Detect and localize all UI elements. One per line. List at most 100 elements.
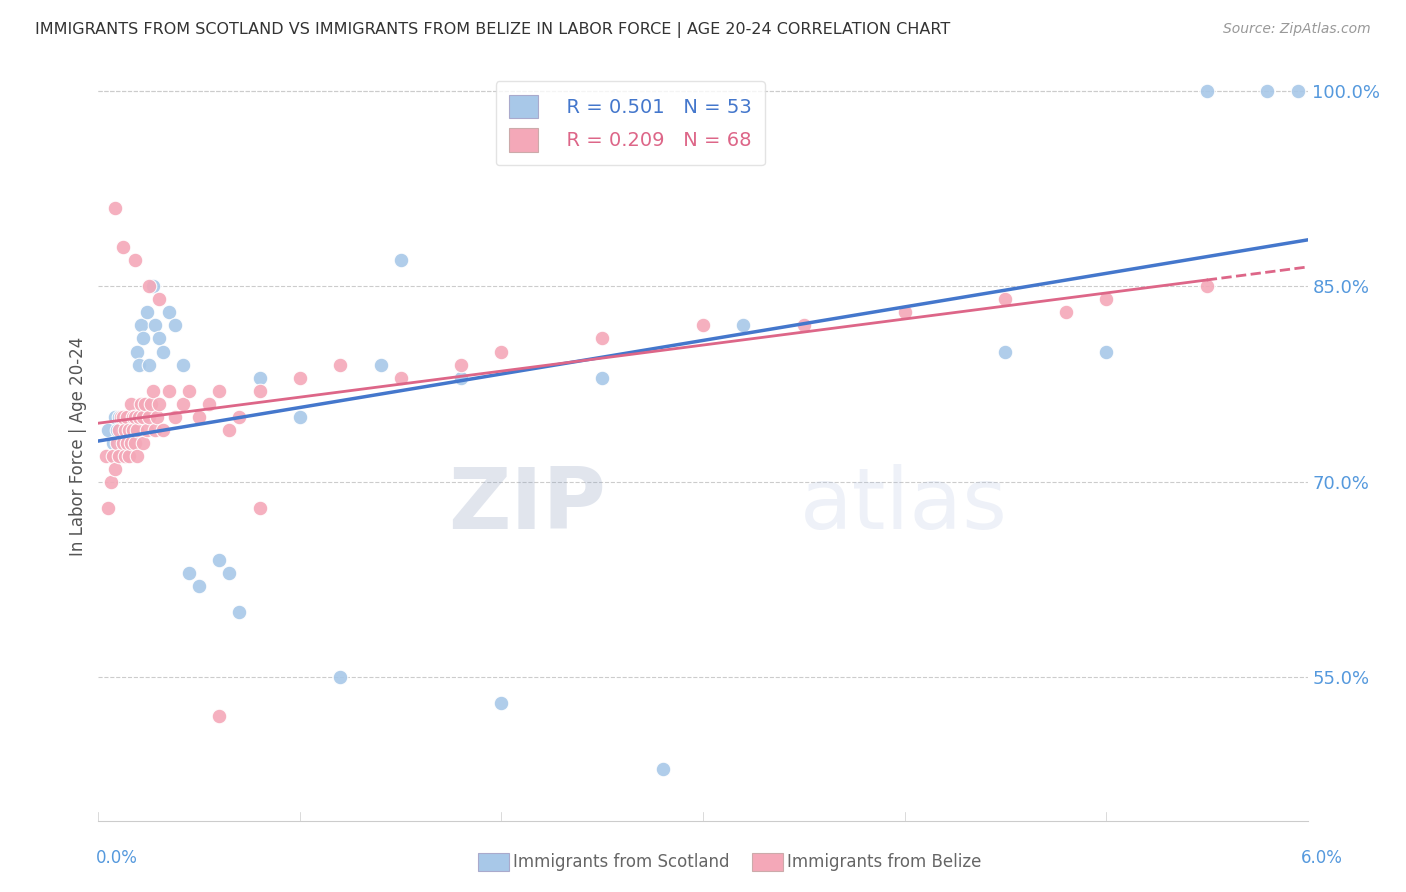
Point [138, 279, 160, 293]
Point [132, 435, 155, 450]
Point [120, 397, 142, 411]
Point [651, 762, 673, 776]
Point [179, 566, 201, 580]
Point [591, 331, 613, 345]
Point [152, 423, 174, 437]
Point [450, 358, 472, 372]
Point [152, 344, 174, 359]
Point [591, 370, 613, 384]
Point [198, 397, 221, 411]
Point [111, 240, 134, 254]
Point [1286, 84, 1309, 98]
Point [110, 435, 132, 450]
Point [111, 449, 134, 463]
Point [329, 358, 352, 372]
Point [124, 409, 146, 424]
Point [132, 409, 155, 424]
Point [172, 397, 194, 411]
Point [118, 423, 141, 437]
Point [146, 409, 169, 424]
Point [188, 579, 211, 593]
Point [157, 384, 180, 398]
Point [135, 423, 157, 437]
Point [115, 409, 138, 424]
Point [179, 384, 201, 398]
Point [491, 344, 513, 359]
Point [114, 423, 136, 437]
Point [1195, 279, 1218, 293]
Point [142, 384, 165, 398]
Text: IMMIGRANTS FROM SCOTLAND VS IMMIGRANTS FROM BELIZE IN LABOR FORCE | AGE 20-24 CO: IMMIGRANTS FROM SCOTLAND VS IMMIGRANTS F… [35, 22, 950, 38]
Point [111, 423, 134, 437]
Point [288, 370, 311, 384]
Point [142, 279, 165, 293]
Point [134, 397, 156, 411]
Text: Immigrants from Belize: Immigrants from Belize [787, 853, 981, 871]
Text: Source: ZipAtlas.com: Source: ZipAtlas.com [1223, 22, 1371, 37]
Point [124, 423, 146, 437]
Point [128, 358, 150, 372]
Point [129, 397, 152, 411]
Point [1095, 293, 1118, 307]
Point [249, 384, 271, 398]
Point [107, 409, 129, 424]
Point [101, 449, 124, 463]
Point [163, 409, 186, 424]
Point [148, 397, 170, 411]
Point [208, 553, 231, 567]
Point [491, 697, 513, 711]
Point [110, 409, 132, 424]
Point [97, 500, 120, 515]
Point [1256, 84, 1278, 98]
Point [101, 435, 124, 450]
Legend:   R = 0.501   N = 53,   R = 0.209   N = 68: R = 0.501 N = 53, R = 0.209 N = 68 [495, 81, 765, 166]
Point [135, 305, 157, 319]
Point [370, 358, 392, 372]
Point [148, 293, 170, 307]
Point [115, 435, 138, 450]
Point [121, 423, 143, 437]
Point [218, 423, 240, 437]
Point [124, 435, 146, 450]
Point [157, 305, 180, 319]
Point [114, 435, 136, 450]
Point [138, 409, 160, 424]
Point [97, 423, 120, 437]
Point [148, 331, 170, 345]
Point [389, 253, 412, 268]
Point [121, 409, 143, 424]
Text: ZIP: ZIP [449, 465, 606, 548]
Point [288, 409, 311, 424]
Point [121, 409, 143, 424]
Point [143, 423, 166, 437]
Point [228, 409, 250, 424]
Point [114, 449, 136, 463]
Point [692, 318, 714, 333]
Point [103, 409, 125, 424]
Point [1054, 305, 1077, 319]
Point [733, 318, 755, 333]
Point [1095, 344, 1118, 359]
Point [124, 253, 146, 268]
Point [120, 423, 142, 437]
Text: 6.0%: 6.0% [1301, 849, 1343, 867]
Point [329, 670, 352, 684]
Point [107, 423, 129, 437]
Point [105, 435, 128, 450]
Point [111, 435, 134, 450]
Point [115, 423, 138, 437]
Point [389, 370, 412, 384]
Point [118, 449, 141, 463]
Point [114, 409, 136, 424]
Point [172, 358, 194, 372]
Point [893, 305, 915, 319]
Y-axis label: In Labor Force | Age 20-24: In Labor Force | Age 20-24 [69, 336, 87, 556]
Point [1195, 84, 1218, 98]
Point [125, 449, 148, 463]
Point [132, 331, 155, 345]
Point [125, 423, 148, 437]
Point [100, 475, 122, 489]
Point [208, 709, 231, 723]
Point [208, 384, 231, 398]
Point [249, 500, 271, 515]
